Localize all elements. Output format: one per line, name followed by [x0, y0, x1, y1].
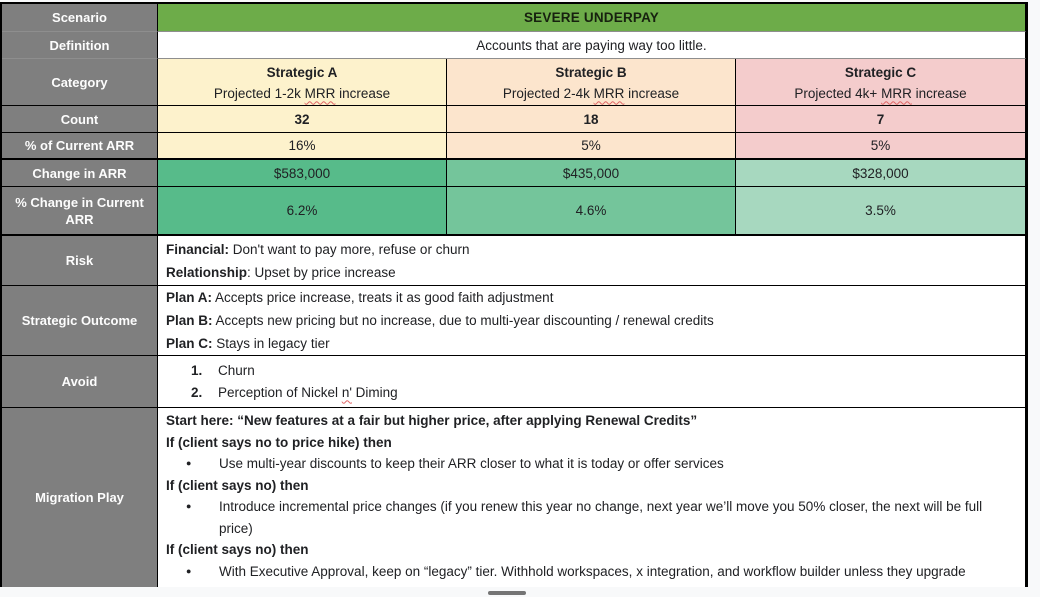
migration-bullet-3: ● With Executive Approval, keep on “legac… — [166, 561, 966, 583]
row-label-count[interactable]: Count — [2, 106, 158, 133]
row-label-definition[interactable]: Definition — [2, 32, 158, 59]
avoid-text-prefix: Churn — [218, 362, 255, 378]
outcome-line-plan-c: Plan C: Stays in legacy tier — [166, 332, 330, 355]
scenario-analysis-table: Scenario SEVERE UNDERPAY Definition Acco… — [0, 2, 1028, 587]
change-in-arr-cell-c[interactable]: $328,000 — [736, 160, 1026, 187]
category-subtitle-a: Projected 1-2k MRR increase — [214, 83, 390, 104]
risk-bold-prefix: Financial: — [166, 241, 230, 257]
count-cell-a[interactable]: 32 — [158, 106, 447, 133]
plan-bold-prefix: Plan C: — [166, 336, 213, 351]
plan-bold-prefix: Plan A: — [166, 290, 213, 305]
avoid-cell[interactable]: 1. Churn 2. Perception of Nickel n' Diming — [158, 356, 1026, 408]
avoid-text-suffix: Diming — [351, 384, 398, 400]
category-title-c: Strategic C — [844, 64, 917, 80]
definition-cell[interactable]: Accounts that are paying way too little. — [158, 32, 1026, 59]
row-label-pct-of-arr[interactable]: % of Current ARR — [2, 133, 158, 160]
category-cell-strategic-b[interactable]: Strategic B Projected 2-4k MRR increase — [447, 59, 736, 106]
subtitle-mrr-word: MRR — [593, 85, 625, 101]
migration-bullet-text: Introduce incremental price changes (if … — [219, 499, 983, 536]
subtitle-mrr-word: MRR — [881, 85, 912, 101]
subtitle-suffix: increase — [624, 85, 680, 101]
migration-bullet-2: ● Introduce incremental price changes (if… — [166, 496, 1007, 539]
category-title-b: Strategic B — [555, 64, 627, 80]
category-subtitle-c: Projected 4k+ MRR increase — [794, 83, 966, 104]
subtitle-prefix: Projected 4k+ — [794, 85, 882, 101]
pct-change-cell-c[interactable]: 3.5% — [736, 187, 1026, 236]
avoid-item-number: 1. — [191, 362, 203, 378]
subtitle-mrr-word: MRR — [304, 85, 336, 101]
migration-line-if-3: If (client says no) then — [166, 542, 309, 557]
row-label-change-in-arr[interactable]: Change in ARR — [2, 160, 158, 187]
row-label-avoid[interactable]: Avoid — [2, 356, 158, 408]
avoid-item-2: 2. Perception of Nickel n' Diming — [166, 382, 398, 404]
plan-text: Stays in legacy tier — [212, 336, 330, 351]
plan-bold-prefix: Plan B: — [166, 313, 213, 328]
migration-line-if-1: If (client says no to price hike) then — [166, 434, 392, 450]
risk-line-financial: Financial: Don't want to pay more, refus… — [166, 238, 469, 261]
migration-line-if-2: If (client says no) then — [166, 477, 309, 493]
migration-bullet-1: ● Use multi-year discounts to keep their … — [166, 453, 724, 475]
bullet-icon: ● — [186, 458, 192, 468]
bullet-icon: ● — [186, 565, 192, 576]
avoid-text-prefix: Perception of Nickel — [218, 384, 342, 400]
plan-text: Accepts price increase, treats it as goo… — [212, 290, 554, 305]
avoid-item-text: Perception of Nickel n' Diming — [218, 382, 398, 404]
risk-text: Don't want to pay more, refuse or churn — [229, 241, 470, 257]
bullet-icon: ● — [186, 501, 192, 511]
row-label-migration-play[interactable]: Migration Play — [2, 408, 158, 587]
risk-line-relationship: Relationship: Upset by price increase — [166, 261, 396, 284]
pct-change-cell-a[interactable]: 6.2% — [158, 187, 447, 236]
category-title-a: Strategic A — [266, 64, 338, 80]
row-label-strategic-outcome[interactable]: Strategic Outcome — [2, 286, 158, 356]
pct-change-cell-b[interactable]: 4.6% — [447, 187, 736, 236]
row-label-pct-change[interactable]: % Change in Current ARR — [2, 187, 158, 236]
category-cell-strategic-c[interactable]: Strategic C Projected 4k+ MRR increase — [736, 59, 1026, 106]
scenario-header-cell[interactable]: SEVERE UNDERPAY — [158, 4, 1026, 32]
avoid-item-number: 2. — [191, 384, 203, 400]
horizontal-scrollbar-thumb[interactable] — [488, 591, 526, 595]
change-in-arr-cell-a[interactable]: $583,000 — [158, 160, 447, 187]
avoid-item-text: Churn — [218, 360, 255, 382]
migration-bullet-text: With Executive Approval, keep on “legacy… — [219, 563, 966, 579]
category-subtitle-b: Projected 2-4k MRR increase — [503, 83, 679, 104]
plan-text: Accepts new pricing but no increase, due… — [212, 313, 714, 328]
category-cell-strategic-a[interactable]: Strategic A Projected 1-2k MRR increase — [158, 59, 447, 106]
outcome-line-plan-b: Plan B: Accepts new pricing but no incre… — [166, 309, 714, 332]
subtitle-prefix: Projected 1-2k — [213, 85, 305, 101]
row-label-category[interactable]: Category — [2, 59, 158, 106]
risk-bold-prefix: Relationship — [166, 264, 248, 280]
count-cell-b[interactable]: 18 — [447, 106, 736, 133]
risk-text: : Upset by price increase — [247, 264, 396, 280]
subtitle-suffix: increase — [911, 85, 967, 101]
row-label-risk[interactable]: Risk — [2, 236, 158, 286]
migration-line-start-here: Start here: “New features at a fair but … — [166, 413, 698, 428]
avoid-squiggle-word: n' — [341, 384, 352, 400]
pct-of-arr-cell-b[interactable]: 5% — [447, 133, 736, 160]
subtitle-prefix: Projected 2-4k — [502, 85, 594, 101]
pct-of-arr-cell-a[interactable]: 16% — [158, 133, 447, 160]
migration-bullet-text: Use multi-year discounts to keep their A… — [219, 456, 724, 471]
strategic-outcome-cell[interactable]: Plan A: Accepts price increase, treats i… — [158, 286, 1026, 356]
pct-of-arr-cell-c[interactable]: 5% — [736, 133, 1026, 160]
change-in-arr-cell-b[interactable]: $435,000 — [447, 160, 736, 187]
subtitle-suffix: increase — [335, 85, 391, 101]
migration-play-cell[interactable]: Start here: “New features at a fair but … — [158, 408, 1026, 587]
risk-cell[interactable]: Financial: Don't want to pay more, refus… — [158, 236, 1026, 286]
avoid-item-1: 1. Churn — [166, 360, 255, 382]
count-cell-c[interactable]: 7 — [736, 106, 1026, 133]
row-label-scenario[interactable]: Scenario — [2, 4, 158, 32]
outcome-line-plan-a: Plan A: Accepts price increase, treats i… — [166, 286, 553, 309]
